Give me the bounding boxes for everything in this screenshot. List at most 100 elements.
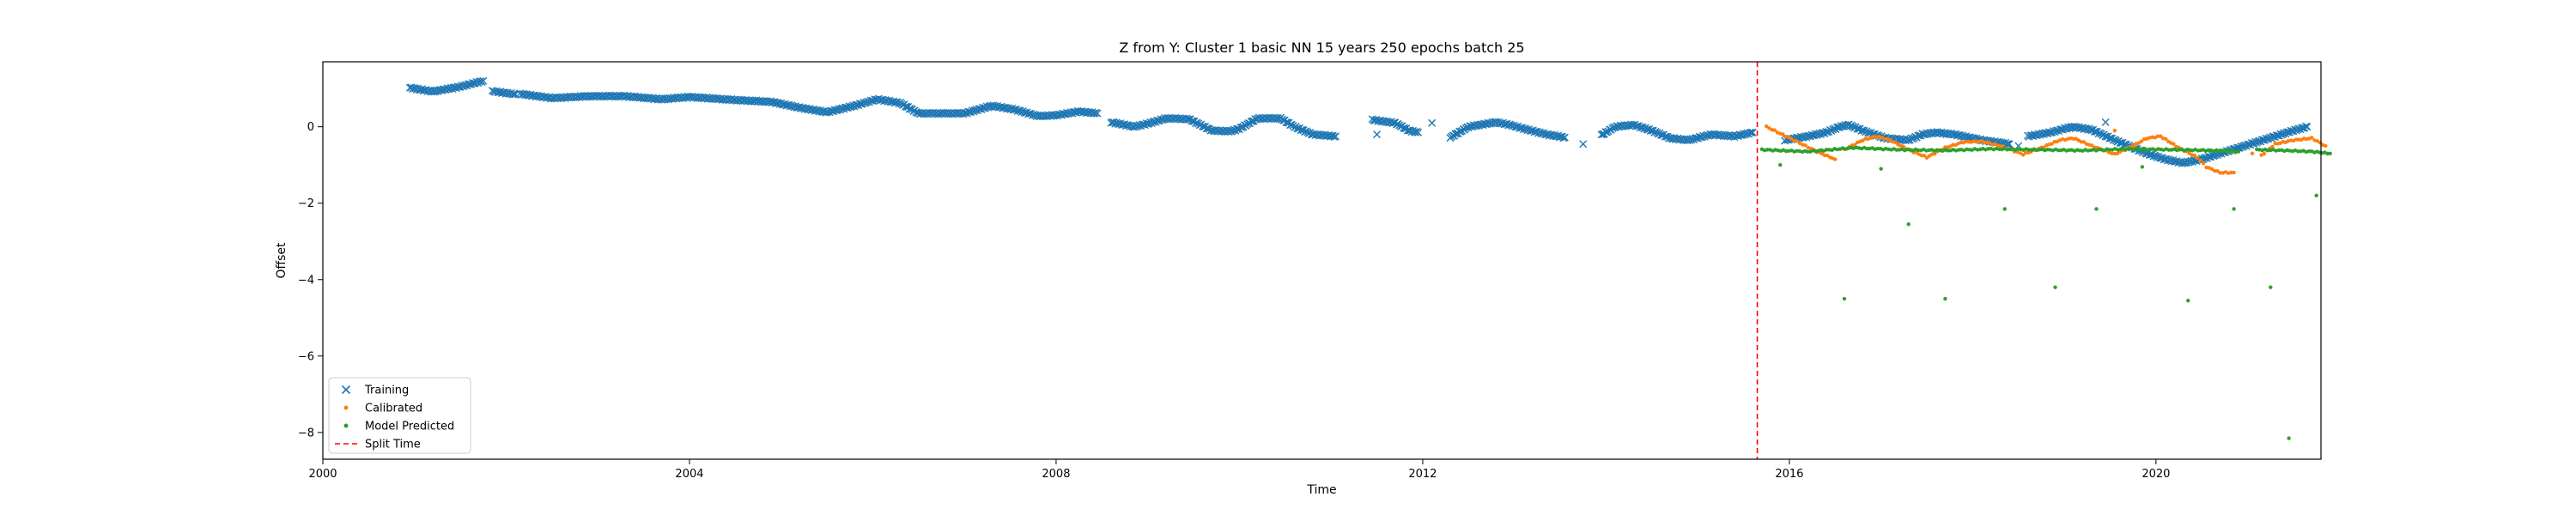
- calibrated-point: [1874, 135, 1879, 139]
- x-tick-label: 2008: [1042, 468, 1070, 481]
- calibrated-point: [1803, 143, 1807, 148]
- calibrated-point: [1806, 145, 1811, 150]
- training-point: [508, 90, 517, 99]
- calibrated-point: [2315, 139, 2319, 143]
- calibrated-point: [2110, 151, 2114, 156]
- model-predicted-point: [1906, 222, 1911, 227]
- model-predicted-point: [1778, 163, 1783, 167]
- chart-title: Z from Y: Cluster 1 basic NN 15 years 25…: [1119, 39, 1524, 56]
- training-point: [905, 105, 914, 113]
- plot-frame: [322, 61, 2322, 460]
- calibrated-point: [2018, 151, 2022, 155]
- calibrated-point: [1922, 154, 1927, 158]
- series-training: [405, 76, 2312, 167]
- model-predicted-point: [2314, 193, 2318, 198]
- model-predicted-point: [1765, 148, 1770, 152]
- model-predicted-point: [2067, 148, 2071, 153]
- training-point: [1601, 128, 1610, 136]
- model-predicted-point: [1943, 296, 1947, 301]
- calibrated-point: [2232, 170, 2236, 175]
- legend-label-model-predicted: Model Predicted: [365, 421, 454, 433]
- calibrated-point: [1861, 138, 1865, 142]
- legend-marker-calibrated: [343, 405, 349, 410]
- model-predicted-point: [2306, 149, 2312, 154]
- calibrated-point: [2020, 153, 2026, 157]
- calibrated-point: [2192, 153, 2197, 158]
- calibrated-point: [2212, 168, 2217, 173]
- calibrated-point: [2324, 143, 2328, 148]
- calibrated-point: [2198, 158, 2202, 163]
- model-predicted-point: [2178, 148, 2182, 152]
- y-tick-label: −6: [298, 350, 314, 363]
- calibrated-point: [1863, 136, 1868, 141]
- model-predicted-point: [2225, 149, 2230, 154]
- model-predicted-point: [1835, 147, 1839, 152]
- calibrated-point: [2218, 171, 2222, 175]
- training-point: [1373, 130, 1382, 139]
- calibrated-point: [2172, 142, 2176, 146]
- model-predicted-point: [1842, 296, 1847, 301]
- axes: 2000 2004 2008 2012 2016 2020 0 −2 −4 −6 −8: [298, 121, 2171, 481]
- calibrated-point: [1871, 134, 1876, 139]
- training-point: [479, 76, 488, 85]
- model-predicted-point: [1865, 146, 1869, 151]
- model-predicted-point: [2186, 299, 2190, 303]
- model-predicted-point: [2236, 149, 2241, 154]
- x-tick-label: 2000: [308, 468, 337, 481]
- calibrated-point: [1882, 136, 1887, 142]
- training-point: [1093, 109, 1102, 118]
- y-tick-label: −2: [298, 197, 314, 210]
- calibrated-point: [1781, 132, 1785, 136]
- training-point: [1560, 133, 1569, 142]
- x-tick-label: 2012: [1408, 468, 1437, 481]
- model-predicted-point: [1783, 148, 1789, 154]
- calibrated-point: [2081, 140, 2087, 144]
- calibrated-point: [2112, 128, 2117, 133]
- x-axis-label: Time: [1306, 483, 1336, 497]
- model-predicted-point: [1806, 149, 1810, 154]
- training-point: [1236, 123, 1245, 131]
- training-point: [2101, 118, 2110, 126]
- model-predicted-point: [2166, 148, 2172, 152]
- calibrated-point: [2155, 134, 2160, 138]
- model-predicted-point: [1986, 147, 1990, 151]
- training-point: [1183, 115, 1192, 124]
- training-point: [1247, 118, 1255, 126]
- legend-label-split-time: Split Time: [365, 439, 421, 451]
- calibrated-point: [1772, 128, 1777, 132]
- x-tick-label: 2016: [1775, 468, 1803, 481]
- legend-label-training: Training: [364, 385, 409, 397]
- training-point: [1414, 128, 1423, 136]
- y-tick-label: −8: [298, 427, 314, 439]
- calibrated-point: [2136, 141, 2141, 145]
- legend-box: [328, 377, 471, 454]
- calibrated-point: [2262, 151, 2267, 156]
- legend-label-calibrated: Calibrated: [365, 403, 422, 415]
- training-point: [2303, 123, 2312, 131]
- calibrated-point: [2089, 143, 2094, 148]
- training-point: [2004, 140, 2013, 148]
- model-predicted-point: [2217, 148, 2221, 154]
- model-predicted-point: [2057, 148, 2061, 153]
- calibrated-point: [1795, 139, 1799, 143]
- model-predicted-point: [2094, 207, 2099, 211]
- calibrated-point: [1822, 153, 1827, 158]
- training-point: [1188, 117, 1196, 125]
- legend-marker-model-predicted: [343, 423, 349, 428]
- model-predicted-point: [2232, 207, 2236, 211]
- calibrated-point: [1959, 140, 1963, 145]
- calibrated-point: [2050, 142, 2054, 146]
- training-point: [1428, 118, 1437, 127]
- calibrated-point: [2204, 165, 2208, 170]
- training-point: [1747, 129, 1756, 137]
- model-predicted-point: [2137, 147, 2142, 152]
- calibrated-point: [1880, 136, 1884, 140]
- calibrated-point: [2158, 134, 2163, 139]
- calibrated-point: [2201, 161, 2206, 166]
- model-predicted-point: [2148, 147, 2153, 151]
- legend: Training Calibrated Model Predicted Split T…: [328, 377, 471, 454]
- y-tick-label: −4: [298, 274, 314, 287]
- model-predicted-point: [2255, 147, 2259, 152]
- model-predicted-point: [1946, 148, 1950, 153]
